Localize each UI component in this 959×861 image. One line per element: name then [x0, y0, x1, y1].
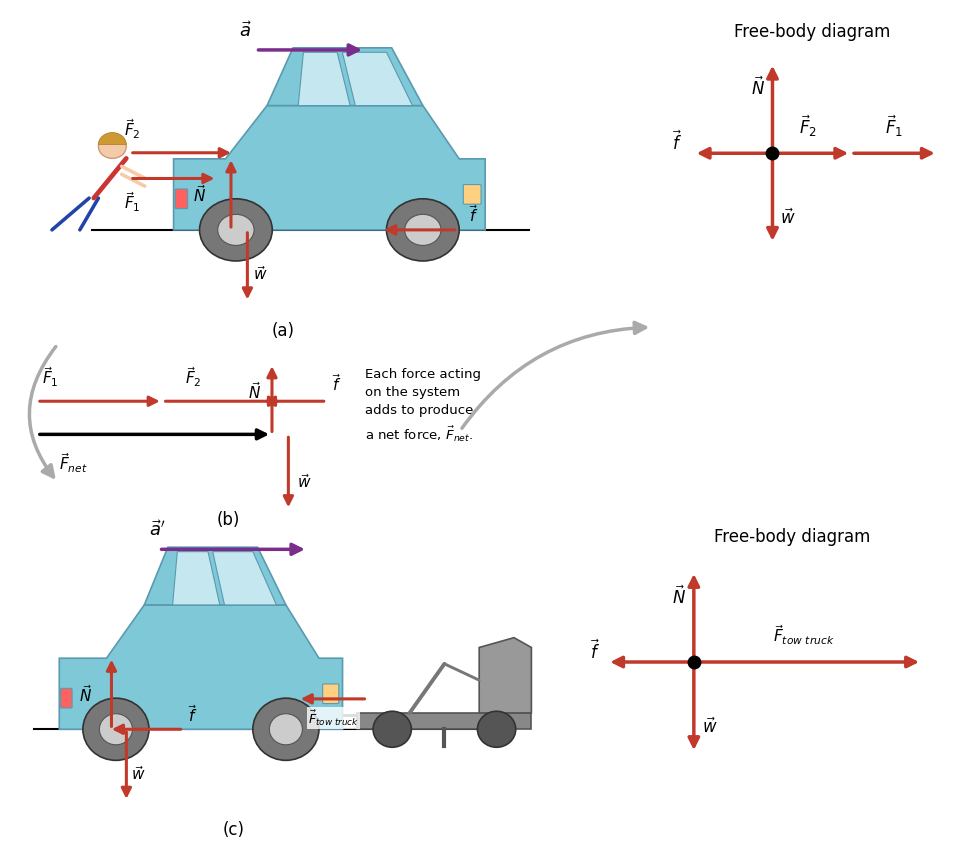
- Circle shape: [199, 199, 272, 261]
- Circle shape: [218, 214, 254, 245]
- FancyBboxPatch shape: [322, 684, 339, 703]
- Text: $\vec{F}_1$: $\vec{F}_1$: [42, 366, 59, 389]
- FancyBboxPatch shape: [358, 713, 531, 729]
- Polygon shape: [59, 605, 342, 729]
- Circle shape: [253, 698, 319, 760]
- Text: Each force acting
on the system
adds to produce
a net force, $\vec{F}_{net}$.: Each force acting on the system adds to …: [364, 369, 480, 444]
- FancyBboxPatch shape: [463, 184, 481, 204]
- Text: (a): (a): [271, 322, 294, 340]
- Text: (b): (b): [217, 511, 240, 529]
- Polygon shape: [173, 552, 220, 605]
- Text: $\vec{F}_{net}$: $\vec{F}_{net}$: [58, 451, 87, 474]
- Text: $\vec{w}$: $\vec{w}$: [781, 208, 796, 228]
- Circle shape: [269, 714, 302, 745]
- Text: $\vec{f}$: $\vec{f}$: [672, 131, 682, 154]
- Text: $\vec{w}$: $\vec{w}$: [131, 765, 146, 783]
- Circle shape: [82, 698, 149, 760]
- Text: $\vec{a}'$: $\vec{a}'$: [149, 520, 165, 540]
- Polygon shape: [342, 53, 412, 106]
- Circle shape: [405, 214, 441, 245]
- Polygon shape: [267, 48, 423, 106]
- Text: Free-body diagram: Free-body diagram: [734, 23, 890, 41]
- Text: (c): (c): [222, 821, 245, 839]
- Text: $\vec{F}_2$: $\vec{F}_2$: [125, 117, 141, 141]
- Text: Free-body diagram: Free-body diagram: [713, 528, 871, 546]
- Wedge shape: [99, 133, 127, 145]
- Polygon shape: [174, 106, 485, 230]
- Text: $\vec{N}$: $\vec{N}$: [79, 684, 91, 704]
- Text: $\vec{f}$: $\vec{f}$: [189, 703, 198, 725]
- Text: $\vec{w}$: $\vec{w}$: [296, 473, 311, 491]
- Text: $\vec{f}$: $\vec{f}$: [590, 640, 599, 663]
- Text: $\vec{N}$: $\vec{N}$: [672, 585, 686, 608]
- Text: $\vec{a}$: $\vec{a}$: [239, 21, 252, 40]
- Text: $\vec{f}$: $\vec{f}$: [332, 373, 341, 394]
- Text: $\vec{F}_1$: $\vec{F}_1$: [885, 114, 903, 139]
- Text: $\vec{F}_{tow\ truck}$: $\vec{F}_{tow\ truck}$: [773, 624, 834, 647]
- FancyBboxPatch shape: [175, 189, 188, 208]
- Text: $\vec{F}_2$: $\vec{F}_2$: [184, 366, 201, 389]
- Text: $\vec{w}$: $\vec{w}$: [253, 265, 268, 283]
- Text: $\vec{F}_1$: $\vec{F}_1$: [125, 190, 141, 214]
- Circle shape: [100, 714, 132, 745]
- Text: $\vec{N}$: $\vec{N}$: [194, 184, 206, 205]
- Polygon shape: [144, 548, 286, 605]
- Text: $\vec{F}_2$: $\vec{F}_2$: [799, 114, 817, 139]
- Polygon shape: [480, 638, 531, 713]
- Circle shape: [478, 711, 516, 747]
- Circle shape: [373, 711, 411, 747]
- Text: $\vec{f}$: $\vec{f}$: [469, 204, 478, 226]
- Text: $\vec{N}$: $\vec{N}$: [751, 77, 764, 99]
- Polygon shape: [298, 53, 350, 106]
- Text: $\vec{w}$: $\vec{w}$: [702, 718, 717, 737]
- Circle shape: [386, 199, 459, 261]
- FancyBboxPatch shape: [60, 689, 72, 708]
- Polygon shape: [213, 552, 276, 605]
- Text: $\vec{N}$: $\vec{N}$: [248, 381, 261, 402]
- Text: $\vec{F}_{tow\ truck}$: $\vec{F}_{tow\ truck}$: [308, 709, 359, 728]
- Circle shape: [99, 134, 127, 158]
